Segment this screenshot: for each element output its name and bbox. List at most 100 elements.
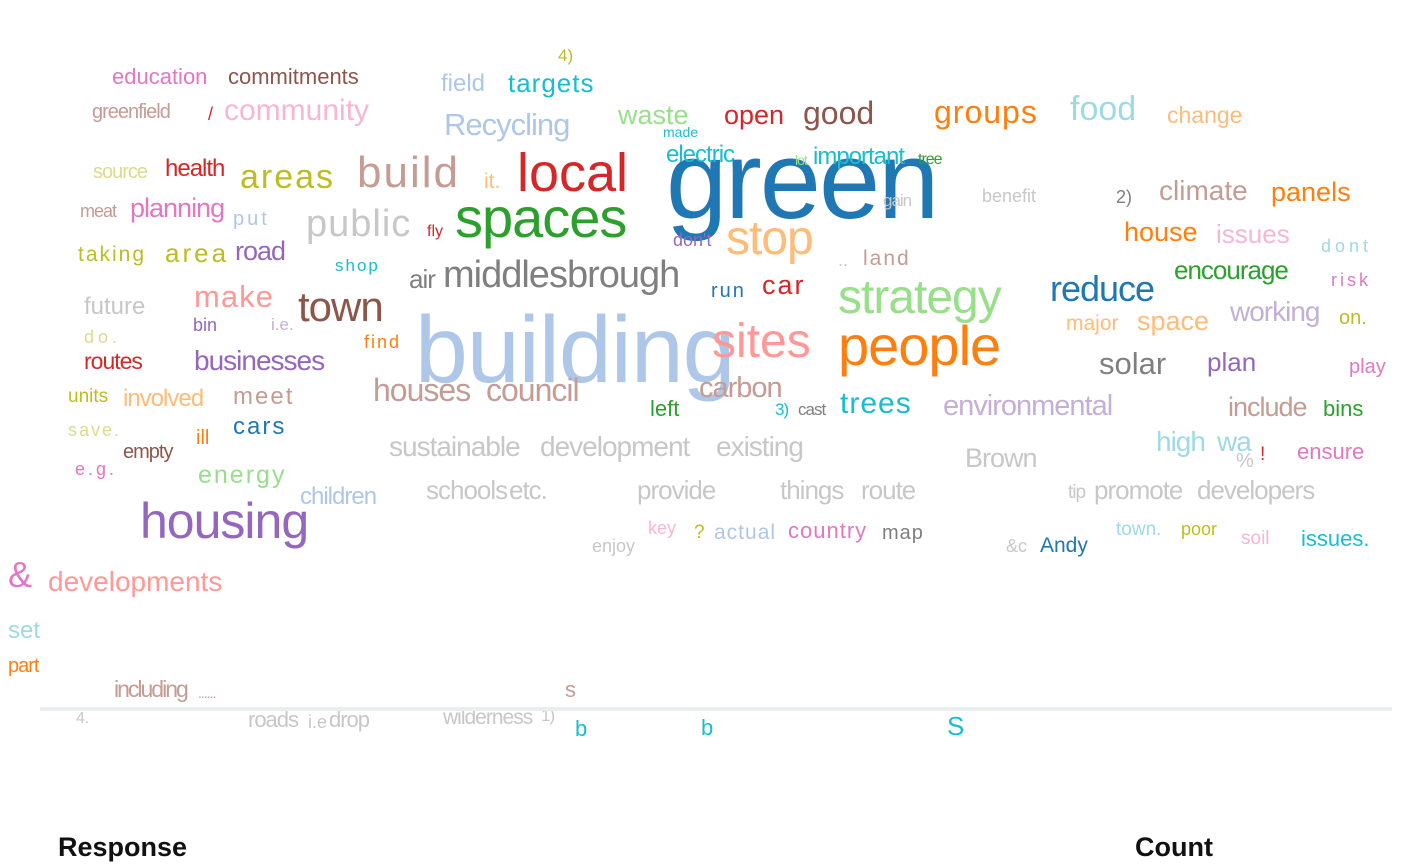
word-involved-82: involved — [123, 385, 204, 412]
word-open-25: open — [724, 100, 785, 130]
word-gain-51: gain — [883, 191, 912, 210]
word-sustainable-95: sustainable — [389, 431, 521, 462]
word-i-e-135: i.e — [308, 712, 328, 732]
word-development-96: development — [540, 431, 690, 462]
word-andy-123: Andy — [1040, 534, 1088, 557]
word-soil-126: soil — [1241, 528, 1270, 549]
word-brown-98: Brown — [965, 443, 1038, 473]
word-existing-97: existing — [716, 431, 804, 462]
word-car-65: car — [762, 270, 806, 300]
word-symbol59-59: .. — [838, 250, 849, 270]
word-fly-49: fly — [427, 223, 443, 240]
word-middlesbrough-11: middlesbrough — [443, 254, 680, 296]
word-stop-8: stop — [726, 212, 814, 265]
word-run-64: run — [711, 280, 746, 302]
word-town-124: town. — [1116, 519, 1162, 540]
word-taking-55: taking — [78, 243, 147, 266]
word-symbol35-35: / — [208, 104, 214, 124]
word-symbol102-102: ! — [1260, 444, 1266, 465]
word-country-119: country — [788, 518, 868, 543]
word-house-52: house — [1124, 217, 1198, 247]
word-symbol18-18: & — [8, 554, 33, 595]
word-wa-100: wa — [1217, 426, 1252, 457]
word-plan-79: plan — [1207, 347, 1257, 377]
word-provide-109: provide — [637, 475, 716, 505]
word-houses-15: houses — [373, 372, 471, 408]
word-set-128: set — [8, 617, 41, 644]
word-left-85: left — [650, 396, 680, 421]
word-issues-127: issues. — [1301, 526, 1370, 551]
word-targets-29: targets — [508, 68, 595, 98]
word-it-43: it. — [484, 170, 501, 193]
word-dont-54: dont — [1321, 236, 1373, 256]
word-people-2: people — [838, 314, 1001, 377]
word-building-1: building — [415, 297, 735, 403]
word-space-72: space — [1137, 306, 1210, 336]
word-2-45: 2) — [1116, 187, 1133, 207]
word-e-g-104: e.g. — [75, 459, 118, 479]
word-road-57: road — [235, 236, 286, 266]
word-council-16: council — [486, 372, 580, 408]
word-tip-112: tip — [1068, 482, 1086, 503]
word-play-80: play — [1349, 356, 1386, 378]
word-lot-38: lot — [795, 152, 808, 168]
word-route-111: route — [861, 475, 916, 505]
word-education-32: education — [112, 64, 208, 89]
word-major-71: major — [1066, 312, 1119, 335]
word-planning-47: planning — [130, 193, 225, 223]
word-include-90: include — [1228, 392, 1308, 422]
word-poor-125: poor — [1181, 519, 1218, 539]
word-tree-40: tree — [918, 151, 943, 168]
word-health-42: health — [165, 155, 225, 182]
word-build-10: build — [357, 148, 460, 197]
word-high-99: high — [1156, 426, 1206, 457]
word-public-12: public — [306, 203, 412, 245]
word-working-73: working — [1230, 296, 1320, 327]
word-on-74: on. — [1339, 307, 1367, 329]
word-b-140: b — [701, 715, 714, 740]
word-climate-20: climate — [1159, 175, 1248, 206]
word-future-66: future — [84, 293, 146, 320]
word-find-75: find — [364, 332, 402, 352]
word-greenfield-34: greenfield — [92, 101, 171, 123]
word-developers-114: developers — [1197, 475, 1315, 505]
word-housing-7: housing — [140, 493, 309, 549]
word-important-39: important — [813, 143, 905, 170]
word-reduce-14: reduce — [1050, 268, 1155, 309]
word-actual-118: actual — [714, 521, 777, 544]
word-field-30: field — [441, 70, 486, 97]
response-column-header: Response — [58, 832, 188, 862]
word-things-110: things — [780, 475, 844, 505]
word-s-132: s — [565, 677, 576, 702]
word-ill-93: ill — [196, 427, 210, 449]
word-don-t-50: don't — [673, 230, 712, 250]
word-panels-21: panels — [1271, 177, 1351, 207]
word-change-27: change — [1167, 102, 1243, 128]
word-environmental-89: environmental — [943, 390, 1113, 422]
word-made-36: made — [663, 124, 699, 140]
word-benefit-44: benefit — [982, 186, 1037, 206]
word-roads-134: roads — [248, 707, 299, 732]
word-food-23: food — [1070, 90, 1137, 128]
word-do-68: do. — [84, 327, 122, 347]
word-promote-113: promote — [1094, 475, 1183, 505]
word-part-129: part — [8, 655, 39, 677]
word-risk-62: risk — [1331, 270, 1371, 290]
word-symbol101-101: % — [1236, 450, 1254, 472]
word-put-48: put — [233, 208, 270, 230]
word-symbol131-131: ...... — [198, 685, 216, 701]
word-bins-91: bins — [1323, 396, 1364, 421]
word-meet-83: meet — [233, 383, 295, 410]
word-meat-46: meat — [80, 201, 117, 221]
table-divider — [40, 707, 1392, 711]
word-community-19: community — [224, 94, 370, 127]
word-including-130: including — [114, 676, 189, 702]
word-cast-87: cast — [798, 400, 826, 419]
word-energy-106: energy — [198, 461, 287, 489]
word-bin-69: bin — [193, 315, 218, 335]
word-area-56: area — [165, 238, 230, 268]
word-key-116: key — [648, 518, 677, 538]
word-children-115: children — [300, 483, 377, 510]
word-1-138: 1) — [541, 706, 555, 725]
